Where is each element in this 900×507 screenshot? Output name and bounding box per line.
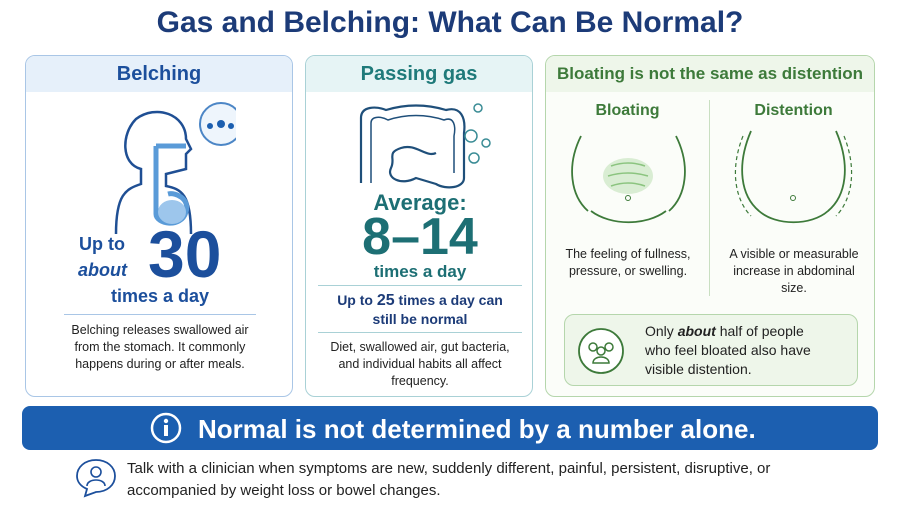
- description: Belching releases swallowed air from the…: [71, 323, 249, 371]
- label: Average:: [373, 190, 467, 215]
- footer-text: Talk with a clinician when symptoms are …: [127, 460, 771, 499]
- note-box: Only about half of people who feel bloat…: [564, 314, 858, 386]
- belching-illustration: [114, 102, 236, 235]
- prefix: Up to: [79, 234, 125, 254]
- note: Only about half of people who feel bloat…: [645, 322, 825, 379]
- intestine-illustration: [359, 103, 491, 189]
- range: 8–14: [362, 208, 478, 266]
- description: Diet, swallowed air, gut bacteria, and i…: [330, 340, 510, 388]
- distention-illustration: [734, 130, 853, 224]
- note-emphasis: about: [677, 323, 716, 339]
- unit: times a day: [373, 262, 467, 281]
- note-pre: Only: [645, 323, 674, 339]
- bloating-illustration: [571, 135, 686, 224]
- banner-text: Normal is not determined by a number alo…: [198, 414, 756, 444]
- upper-suffix: times a day can still be normal: [372, 292, 503, 327]
- bloating-card: Bloating is not the same as distention B…: [545, 55, 875, 397]
- upper-number: 25: [376, 292, 395, 309]
- upper-prefix: Up to: [337, 292, 373, 308]
- divider: [709, 100, 710, 296]
- title: Gas and Belching: What Can Be Normal?: [156, 6, 744, 39]
- divider: [318, 332, 522, 333]
- card-heading: Passing gas: [306, 56, 532, 92]
- distention-label: Distention: [754, 102, 833, 119]
- qualifier: about: [78, 260, 127, 280]
- number: 30: [148, 217, 222, 291]
- upper-limit: Up to 25 times a day can still be normal: [330, 291, 510, 329]
- info-icon: [150, 412, 182, 444]
- bloating-label: Bloating: [595, 102, 660, 119]
- card-heading: Bloating is not the same as distention: [546, 56, 874, 92]
- belching-card: Belching Up to about 30 times a day Belc…: [25, 55, 293, 397]
- distention-description: A visible or measurable increase in abdo…: [729, 247, 859, 295]
- card-heading: Belching: [26, 56, 292, 92]
- divider: [64, 314, 256, 315]
- note-post: half of people who feel bloated also hav…: [645, 323, 811, 377]
- passing-gas-card: Passing gas Average: 8–14 times a day Up…: [305, 55, 533, 397]
- unit: times a day: [110, 286, 210, 306]
- divider: [318, 285, 522, 286]
- clinician-icon: [76, 459, 116, 498]
- people-icon: [578, 328, 624, 374]
- banner: Normal is not determined by a number alo…: [22, 406, 878, 450]
- bloating-description: The feeling of fullness, pressure, or sw…: [565, 247, 691, 278]
